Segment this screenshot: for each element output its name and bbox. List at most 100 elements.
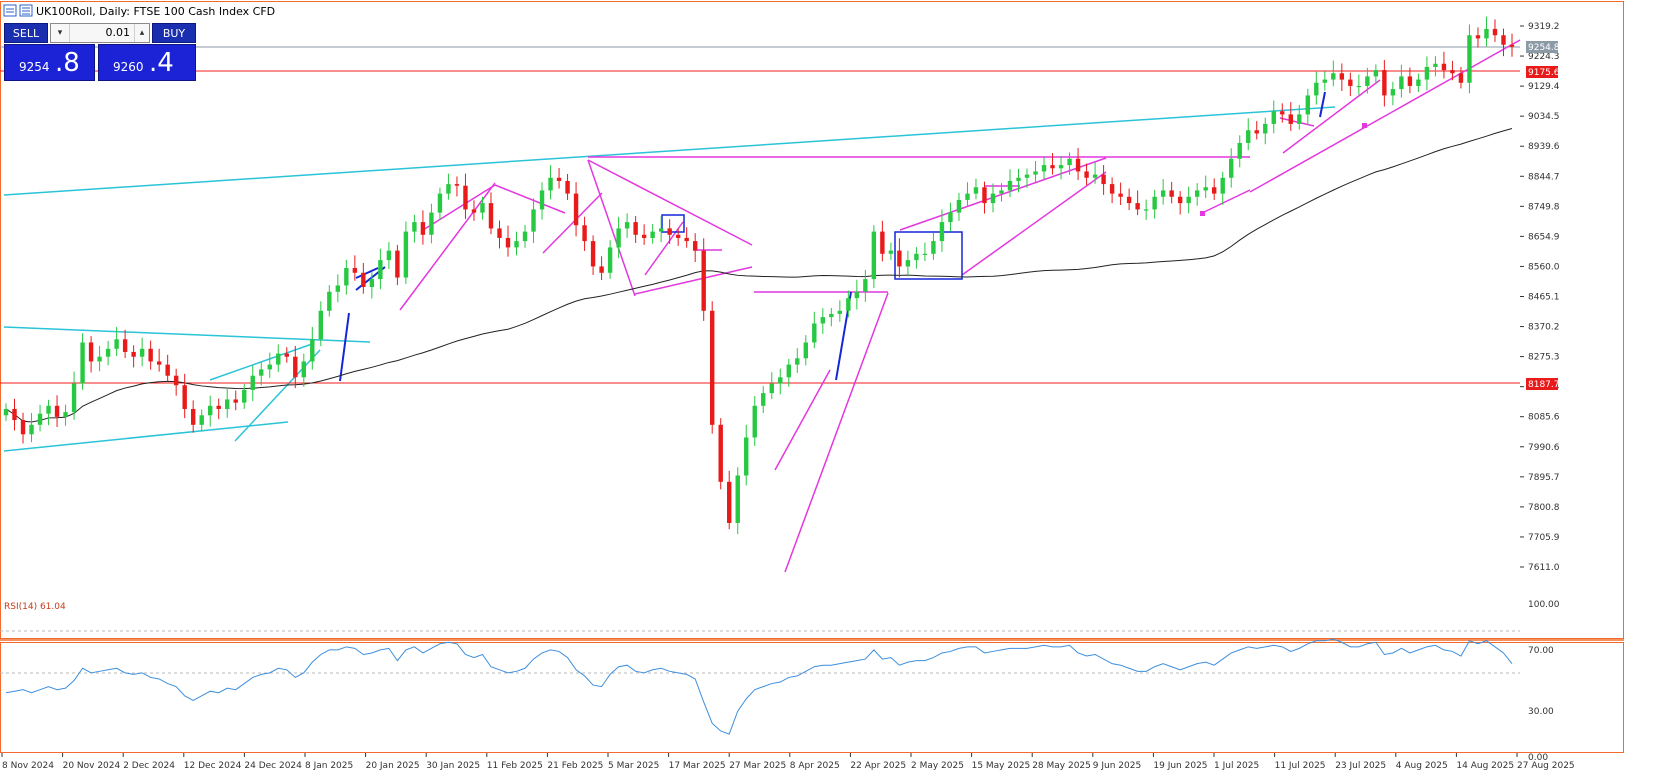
candle-body [829, 313, 834, 318]
candle-body [199, 415, 204, 425]
candle-body [386, 250, 392, 261]
candle-body [1109, 184, 1115, 194]
candle-body [1203, 187, 1208, 191]
marker-point[interactable] [1200, 211, 1205, 216]
candle-body [1016, 177, 1021, 181]
time-tick-label: 11 Feb 2025 [487, 761, 543, 771]
candle-body [37, 413, 43, 425]
buy-price-box[interactable]: 9260 .4 [98, 44, 196, 81]
candle-body [778, 377, 783, 384]
cyan-trendline-left-lower[interactable] [3, 421, 289, 452]
magenta-patterns[interactable] [399, 39, 1521, 573]
candle-body [344, 268, 349, 286]
price-tick-label: 7895.7 [1528, 473, 1560, 483]
candle-body [80, 342, 85, 384]
candle-body [812, 323, 817, 343]
candle-body [54, 405, 60, 417]
candle-body [139, 348, 145, 357]
sell-price-box[interactable]: 9254 .8 [4, 44, 95, 81]
candle-body [948, 212, 953, 223]
lot-size-input[interactable]: 0.01 [105, 26, 131, 39]
candle-body [1212, 187, 1217, 194]
sell-button[interactable]: SELL [4, 23, 48, 43]
candle-body [1067, 158, 1072, 166]
rsi-tick-label: 30.00 [1528, 707, 1554, 717]
candle-body [1041, 165, 1047, 172]
candle-body [420, 222, 426, 235]
price-tick-label: 7611.0 [1528, 563, 1560, 573]
candle-body [701, 250, 706, 311]
hline-price-tag-lower: 8187.7 [1528, 380, 1560, 390]
candle-body [1024, 174, 1030, 178]
candle-body [190, 408, 196, 425]
one-click-trading-panel: SELL ▾ 0.01 ▴ BUY 9254 .8 9260 .4 [4, 23, 196, 81]
time-tick-label: 2 May 2025 [911, 761, 964, 771]
chart-title: UK100Roll, Daily: FTSE 100 Cash Index CF… [36, 5, 275, 18]
candle-body [454, 184, 460, 186]
rsi-pane: RSI(14) 61.04 100.00 70.00 30.00 0.00 [0, 600, 1560, 763]
rsi-tick-label: 70.00 [1528, 646, 1554, 656]
candle-body [727, 481, 732, 523]
candle-body [871, 231, 877, 280]
price-tick-label: 9319.2 [1528, 22, 1560, 32]
time-tick-label: 2 Dec 2024 [123, 761, 175, 771]
time-tick-label: 12 Dec 2024 [184, 761, 242, 771]
candle-body [1246, 130, 1251, 143]
candle-body [931, 241, 936, 254]
time-tick-label: 8 Nov 2024 [2, 761, 54, 771]
candle-body [1407, 76, 1413, 86]
cyan-trendline-left-upper[interactable] [3, 326, 371, 343]
time-tick-label: 4 Aug 2025 [1396, 761, 1448, 771]
time-axis: 8 Nov 2024 20 Nov 2024 2 Dec 2024 12 Dec 20… [1, 753, 1575, 771]
candle-body [293, 356, 298, 378]
candle-body [692, 241, 698, 251]
candle-body [539, 190, 545, 210]
candle-body [744, 437, 749, 476]
candle-body [165, 364, 170, 376]
main-chart-border [0, 1, 1624, 639]
candle-body [1220, 177, 1225, 194]
candle-body [607, 247, 613, 273]
ma-line [5, 128, 1513, 423]
chevron-up-icon[interactable]: ▴ [134, 24, 149, 42]
price-tick-label: 8844.7 [1528, 172, 1560, 182]
cyan-trendline-top[interactable] [3, 106, 1336, 196]
candle-body [1424, 66, 1430, 80]
chevron-down-icon[interactable]: ▾ [51, 24, 70, 42]
candle-body [1169, 190, 1174, 197]
candle-body [1033, 171, 1038, 175]
candle-body [820, 317, 826, 324]
lot-size-stepper[interactable]: ▾ 0.01 ▴ [50, 23, 150, 43]
rsi-axis: 100.00 70.00 30.00 0.00 [1528, 600, 1560, 763]
candle-body [233, 399, 238, 403]
marker-point[interactable] [1362, 123, 1367, 128]
time-tick-label: 30 Jan 2025 [426, 761, 480, 771]
time-tick-label: 8 Jan 2025 [305, 761, 353, 771]
candle-body [1280, 111, 1285, 115]
candle-body [846, 298, 851, 311]
candle-body [795, 358, 800, 365]
candle-body [122, 339, 128, 352]
time-tick-label: 28 May 2025 [1032, 761, 1091, 771]
candle-body [1484, 28, 1489, 39]
candle-body [105, 348, 111, 357]
hline-price-tag-upper: 9175.6 [1528, 68, 1560, 78]
chart-icon[interactable] [3, 4, 17, 17]
candle-body [369, 279, 375, 288]
moving-average-200 [5, 128, 1513, 423]
candle-body [1084, 171, 1089, 178]
candle-body [1092, 174, 1098, 178]
candle-body [216, 405, 221, 409]
buy-price-main: 9260 [113, 60, 144, 74]
buy-button[interactable]: BUY [152, 23, 196, 43]
candle-body [1254, 130, 1259, 134]
candle-body [786, 364, 791, 378]
blue-patterns[interactable] [339, 91, 1326, 382]
candle-body [1322, 79, 1328, 83]
candle-body [582, 225, 587, 242]
candle-body [1314, 82, 1319, 96]
candle-body [225, 399, 230, 409]
candle-body [114, 339, 119, 349]
candle-body [982, 187, 987, 204]
candle-body [63, 412, 68, 417]
